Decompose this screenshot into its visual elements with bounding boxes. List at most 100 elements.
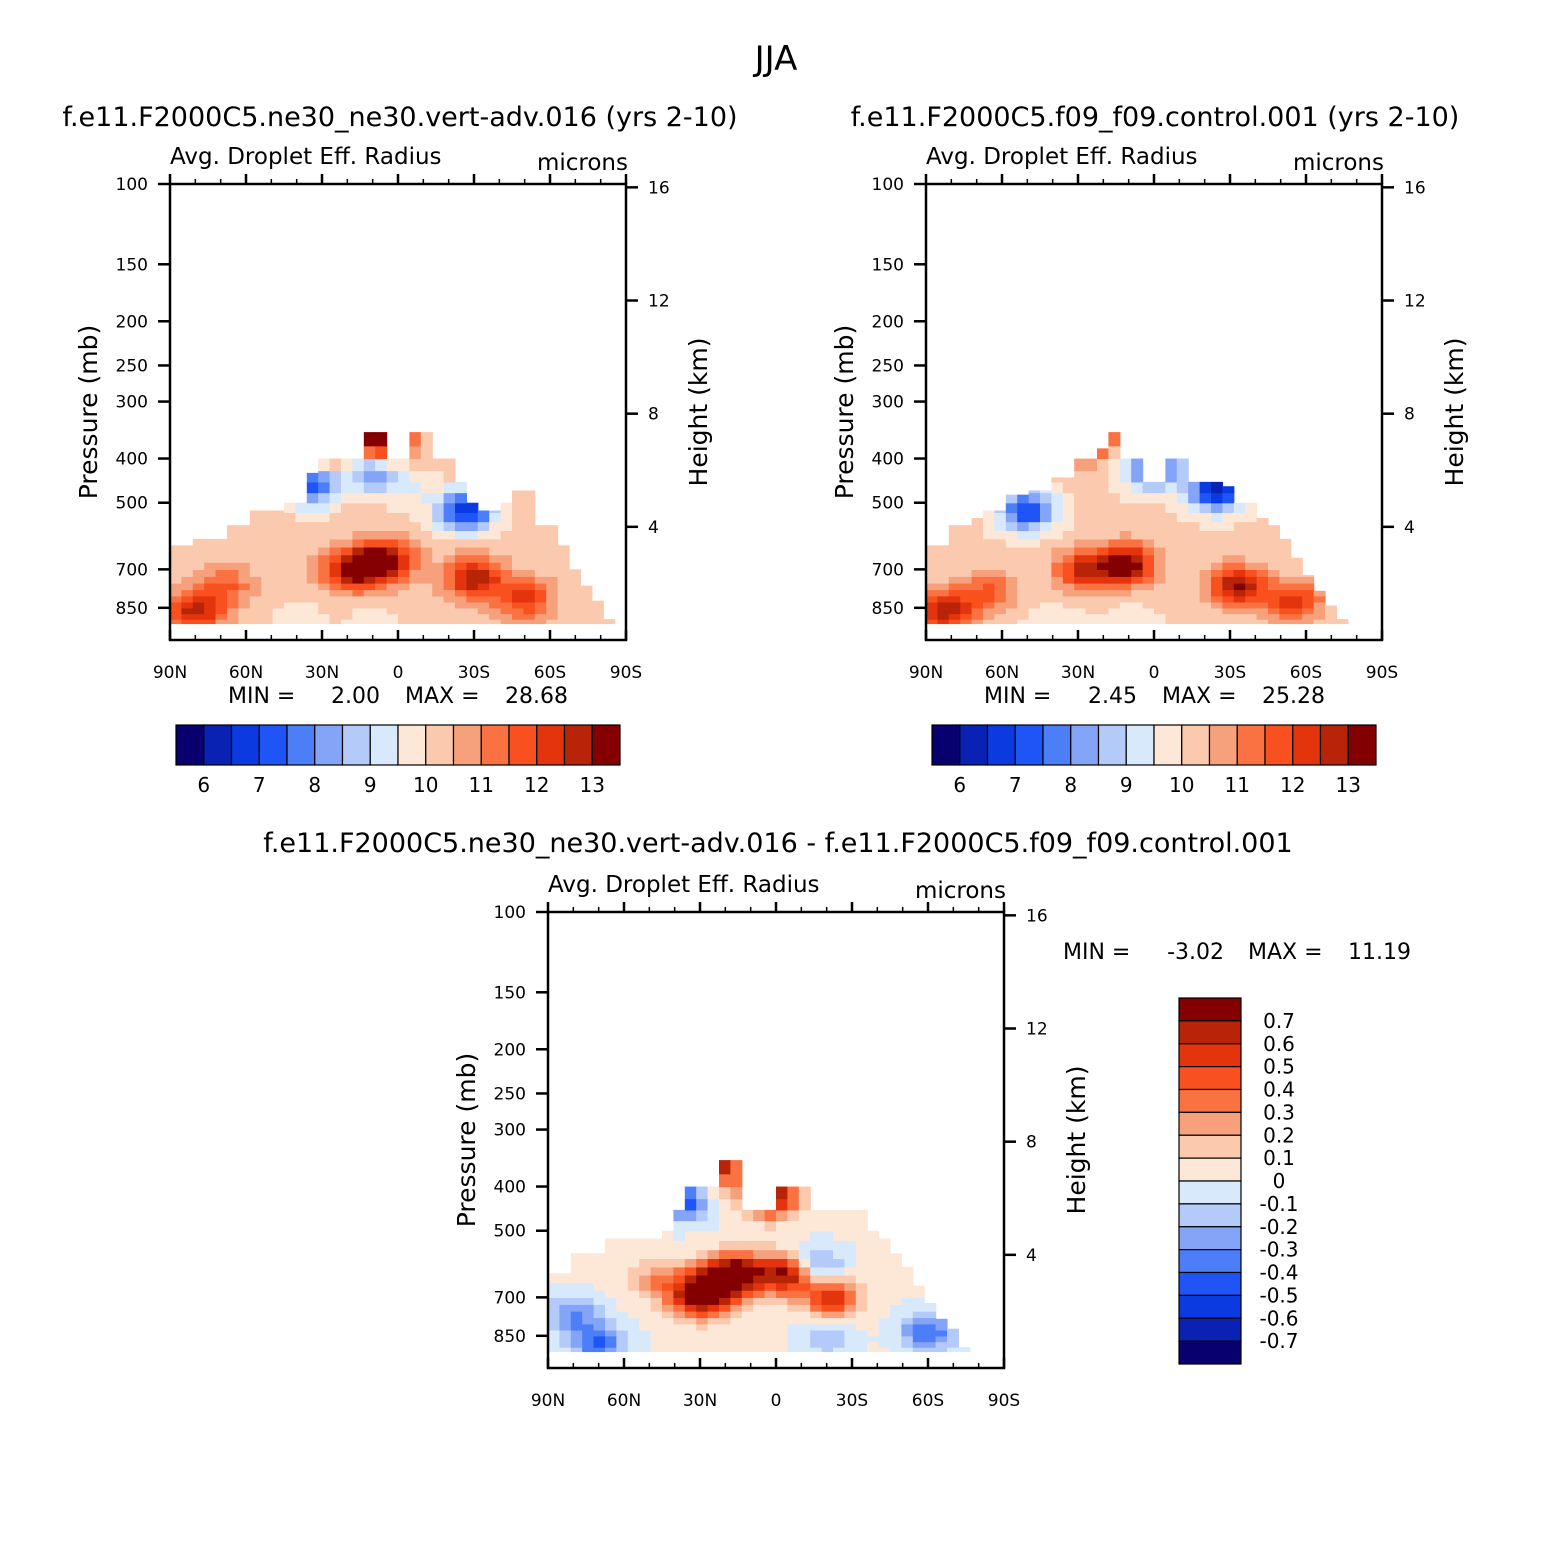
field-cell	[1176, 502, 1189, 513]
field-cell	[1119, 601, 1132, 609]
field-cell	[662, 1282, 674, 1291]
field-cell	[295, 576, 308, 584]
field-cell	[810, 1282, 823, 1291]
field-cell	[534, 619, 547, 625]
panel-a-min-value: 2.00	[331, 684, 380, 709]
field-cell	[409, 554, 422, 563]
field-cell	[1302, 574, 1315, 577]
field-cell	[295, 589, 308, 597]
field-cell	[627, 1329, 640, 1337]
field-cell	[662, 1323, 674, 1331]
field-cell	[1165, 481, 1178, 494]
field-cell	[341, 562, 353, 570]
field-cell	[341, 458, 353, 472]
field-cell	[1302, 601, 1315, 609]
field-cell	[318, 601, 331, 609]
field-cell	[960, 601, 973, 609]
field-cell	[215, 546, 228, 556]
field-cell	[810, 1274, 823, 1284]
field-cell	[386, 546, 399, 556]
field-cell	[878, 1304, 891, 1312]
field-cell	[500, 589, 513, 597]
field-cell	[1176, 569, 1189, 577]
field-cell	[844, 1347, 857, 1353]
field-cell	[1233, 569, 1246, 577]
field-cell	[616, 1323, 629, 1331]
field-cell	[798, 1329, 811, 1337]
field-cell	[1154, 595, 1166, 603]
field-cell	[719, 1341, 731, 1348]
field-cell	[546, 562, 559, 570]
colorbar-box	[1178, 1088, 1242, 1113]
field-cell	[753, 1329, 766, 1337]
field-cell	[512, 583, 524, 591]
field-cell	[878, 1323, 891, 1331]
field-cell	[192, 601, 205, 609]
field-cell	[170, 601, 182, 609]
field-cell	[1108, 589, 1121, 597]
field-cell	[306, 576, 319, 584]
field-cell	[409, 432, 422, 447]
field-cell	[341, 601, 353, 609]
field-cell	[696, 1329, 709, 1337]
field-cell	[306, 589, 319, 597]
field-cell	[306, 562, 319, 570]
field-cell	[512, 576, 524, 584]
field-cell	[409, 569, 422, 577]
field-cell	[432, 589, 445, 597]
field-cell	[455, 583, 467, 591]
field-cell	[582, 1253, 595, 1259]
field-cell	[170, 569, 182, 577]
field-cell	[1279, 583, 1292, 591]
field-cell	[650, 1347, 663, 1353]
field-cell	[1097, 595, 1109, 603]
field-cell	[284, 569, 296, 577]
field-cell	[1165, 538, 1178, 548]
field-cell	[1097, 512, 1109, 523]
field-cell	[878, 1249, 891, 1260]
field-cell	[719, 1282, 731, 1291]
field-cell	[684, 1311, 697, 1319]
field-cell	[1154, 607, 1166, 615]
field-cell	[1176, 554, 1189, 563]
field-cell	[616, 1317, 629, 1325]
field-cell	[844, 1341, 857, 1348]
field-cell	[855, 1290, 868, 1298]
field-cell	[341, 576, 353, 584]
field-cell	[753, 1335, 766, 1343]
x-tick-label: 90S	[988, 1391, 1020, 1411]
field-cell	[867, 1297, 880, 1305]
field-cell	[249, 589, 262, 597]
field-cell	[341, 595, 353, 603]
field-cell	[215, 569, 228, 577]
field-cell	[398, 607, 410, 615]
field-cell	[764, 1209, 777, 1222]
y-tick-label: 100	[494, 903, 526, 923]
field-cell	[764, 1240, 777, 1251]
field-cell	[639, 1297, 652, 1305]
field-cell	[605, 1249, 617, 1260]
field-cell	[523, 521, 536, 532]
field-cell	[192, 576, 205, 584]
field-cell	[420, 562, 433, 570]
field-cell	[1005, 607, 1018, 615]
y-right-tick-label: 16	[1404, 178, 1426, 198]
field-cell	[983, 619, 995, 625]
field-cell	[776, 1249, 788, 1260]
field-cell	[329, 481, 342, 494]
field-cell	[272, 576, 285, 584]
field-cell	[341, 546, 353, 556]
field-cell	[1176, 607, 1189, 615]
field-cell	[662, 1274, 674, 1284]
field-cell	[432, 595, 445, 603]
field-cell	[776, 1209, 788, 1222]
field-cell	[787, 1329, 800, 1337]
field-cell	[935, 1323, 948, 1331]
field-cell	[593, 1297, 606, 1305]
field-cell	[1062, 576, 1075, 584]
field-cell	[534, 546, 547, 556]
field-cell	[420, 502, 433, 513]
field-cell	[1051, 576, 1064, 584]
field-cell	[937, 613, 950, 620]
field-cell	[1108, 530, 1121, 540]
